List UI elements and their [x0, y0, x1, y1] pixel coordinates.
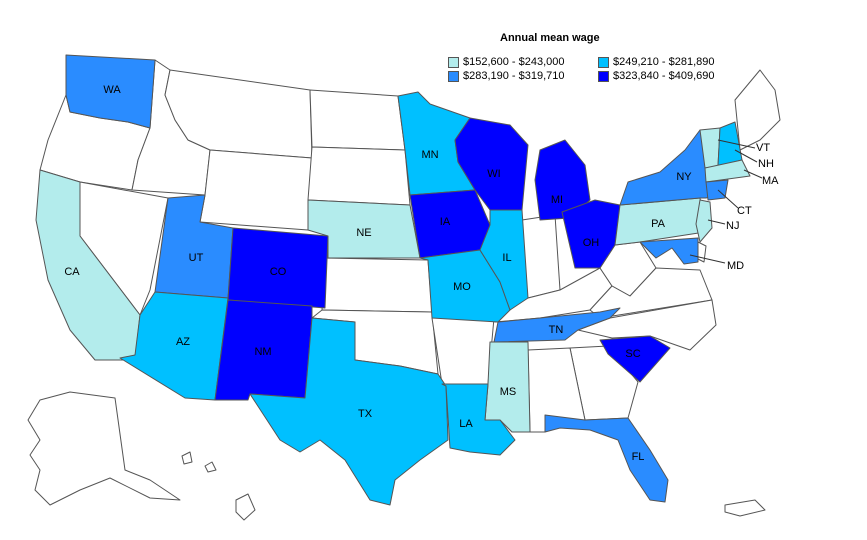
label-MS: MS: [500, 386, 517, 398]
state-HI-2: [204, 461, 217, 473]
label-MA: MA: [762, 175, 779, 187]
legend-item-1: $249,210 - $281,890: [598, 56, 715, 68]
label-IA: IA: [440, 216, 451, 228]
label-NE: NE: [356, 227, 371, 239]
state-WA: [65, 54, 156, 129]
state-HI-3: [235, 493, 256, 521]
legend-swatch-2: [448, 70, 459, 82]
state-IL: [479, 209, 529, 311]
label-FL: FL: [632, 451, 645, 463]
label-TX: TX: [358, 408, 373, 420]
state-TX: [249, 317, 449, 506]
state-NE: [307, 199, 421, 259]
legend-swatch-3: [598, 70, 609, 82]
label-WI: WI: [487, 168, 500, 180]
state-WY: [199, 149, 313, 231]
label-NM: NM: [254, 346, 271, 358]
legend-swatch-1: [598, 56, 609, 68]
state-TN: [493, 307, 621, 343]
leader-lines: [689, 139, 763, 264]
label-CA: CA: [64, 266, 80, 278]
legend-swatch-0: [448, 56, 459, 68]
label-LA: LA: [459, 418, 473, 430]
state-NJ: [695, 199, 713, 243]
legend-label-1: $249,210 - $281,890: [613, 56, 715, 68]
legend-title: Annual mean wage: [500, 32, 600, 44]
state-CT: [705, 179, 729, 201]
state-MA: [704, 159, 751, 183]
label-CO: CO: [270, 266, 287, 278]
state-ND: [309, 89, 406, 151]
state-AR: [431, 317, 495, 385]
label-PA: PA: [651, 218, 666, 230]
state-KS: [321, 257, 433, 313]
territory-PR: [724, 499, 766, 517]
label-TN: TN: [549, 324, 564, 336]
legend-label-0: $152,600 - $243,000: [463, 56, 565, 68]
label-NJ: NJ: [726, 220, 739, 232]
label-UT: UT: [189, 252, 204, 264]
label-MO: MO: [453, 281, 471, 293]
state-SC: [599, 335, 671, 383]
label-MI: MI: [551, 194, 563, 206]
legend-item-3: $323,840 - $409,690: [598, 70, 715, 82]
label-AZ: AZ: [176, 336, 190, 348]
state-CO: [227, 227, 329, 309]
state-MD: [639, 237, 699, 265]
state-ME: [734, 69, 781, 151]
state-HI-1: [181, 451, 193, 465]
state-SD: [307, 146, 411, 206]
label-MD: MD: [727, 260, 744, 272]
label-MN: MN: [421, 149, 438, 161]
label-OH: OH: [583, 237, 600, 249]
state-FL: [544, 414, 669, 503]
state-CA: [35, 169, 141, 361]
legend-item-2: $283,190 - $319,710: [448, 70, 565, 82]
label-WA: WA: [103, 84, 121, 96]
state-VA: [589, 267, 713, 319]
legend-item-0: $152,600 - $243,000: [448, 56, 565, 68]
label-CT: CT: [737, 205, 752, 217]
legend-label-3: $323,840 - $409,690: [613, 70, 715, 82]
label-IL: IL: [502, 252, 511, 264]
label-VT: VT: [756, 142, 770, 154]
state-AK: [27, 391, 181, 506]
label-NY: NY: [676, 171, 692, 183]
label-NH: NH: [758, 158, 774, 170]
state-LA: [441, 383, 516, 456]
label-SC: SC: [625, 348, 640, 360]
legend-label-2: $283,190 - $319,710: [463, 70, 565, 82]
state-NC: [577, 299, 717, 351]
